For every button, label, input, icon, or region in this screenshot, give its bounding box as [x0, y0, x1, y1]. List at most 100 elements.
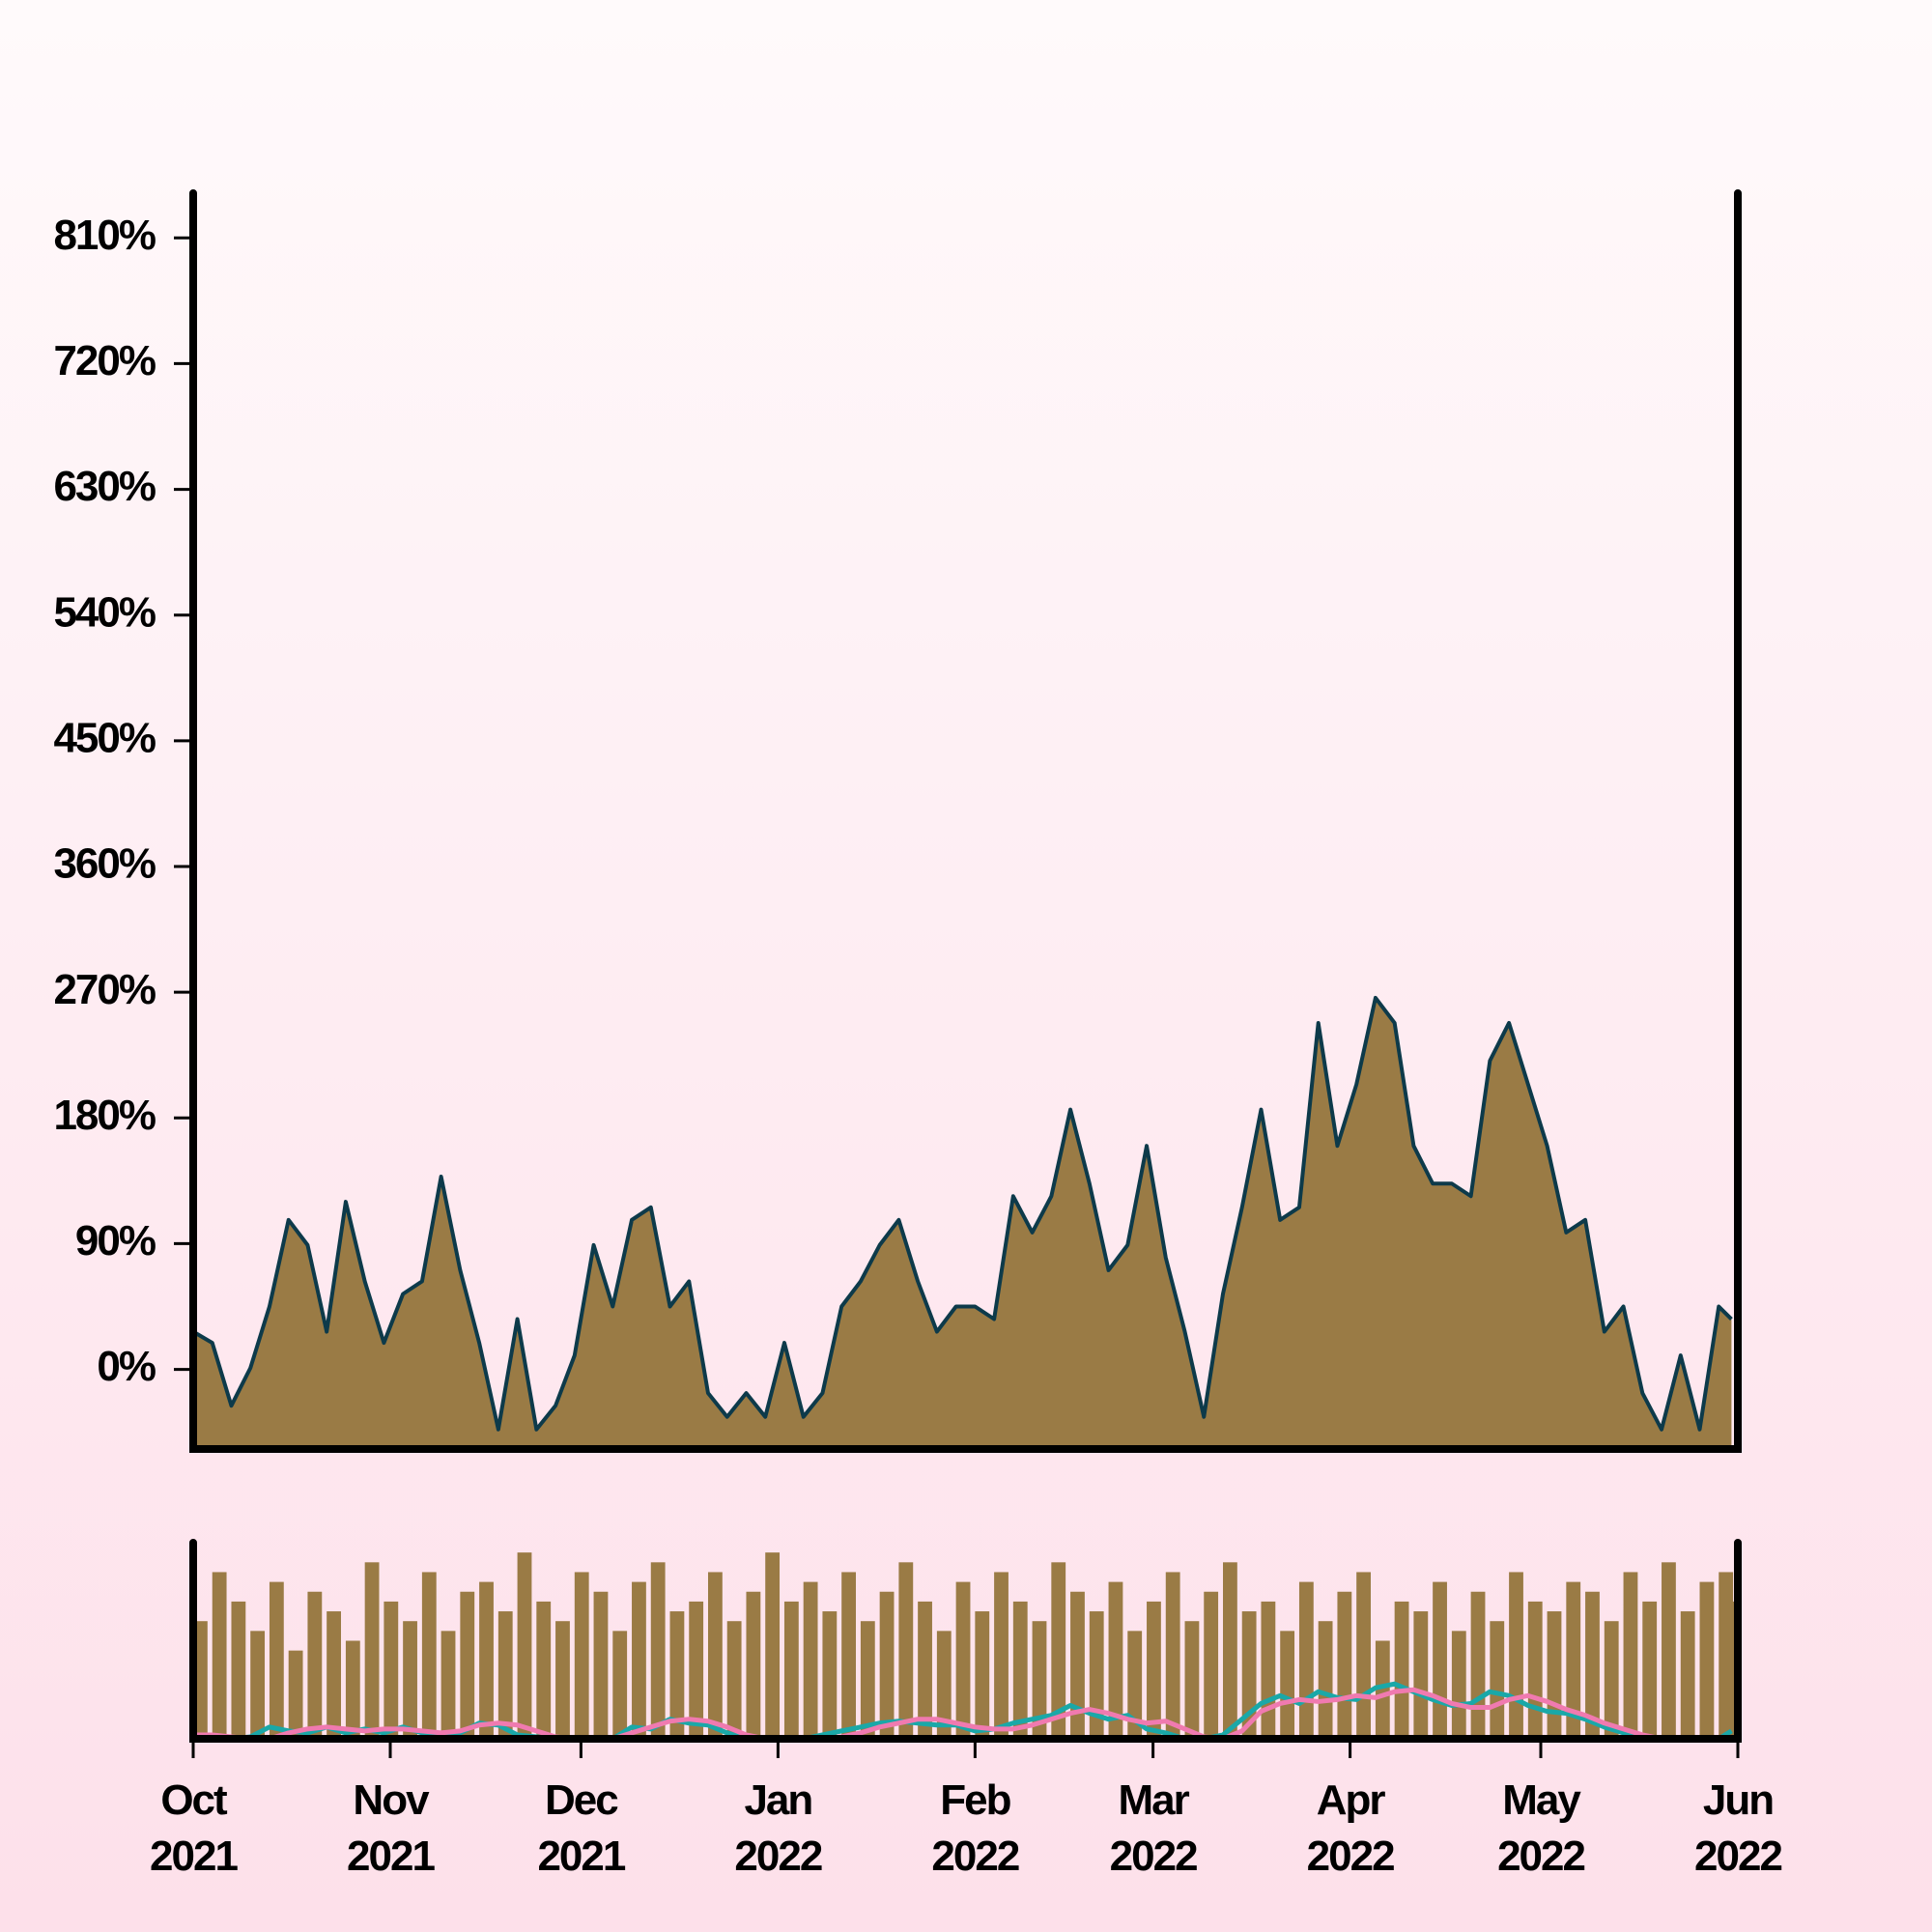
y-tick-label: 720% [53, 337, 155, 384]
bar [1070, 1591, 1085, 1739]
bar [1318, 1621, 1333, 1739]
bar [1623, 1572, 1638, 1739]
bar [841, 1572, 856, 1739]
bar [555, 1621, 570, 1739]
bar [1204, 1591, 1219, 1739]
bar [1261, 1601, 1276, 1739]
bar [1032, 1621, 1047, 1739]
y-tick-label: 360% [53, 840, 155, 888]
bar [898, 1562, 914, 1739]
bar [1413, 1611, 1429, 1739]
bar [669, 1611, 685, 1739]
bar [975, 1611, 990, 1739]
y-tick-label: 540% [53, 588, 155, 636]
bar [1470, 1591, 1486, 1739]
bar [1108, 1581, 1123, 1739]
bar [327, 1611, 341, 1739]
bar [1699, 1581, 1715, 1739]
bar [421, 1572, 437, 1739]
x-tick-label: Dec 2021 [537, 1776, 625, 1880]
bar [708, 1572, 723, 1739]
y-tick-label: 810% [53, 212, 155, 259]
axis-frame [189, 1539, 1742, 1743]
bar [746, 1591, 761, 1739]
area-fill [193, 997, 1732, 1449]
bar [1356, 1572, 1371, 1739]
bar [1527, 1601, 1543, 1739]
y-tick-label: 0% [97, 1343, 155, 1390]
bar [994, 1572, 1009, 1739]
x-tick-label: Jan 2022 [734, 1776, 821, 1880]
bar [497, 1611, 513, 1739]
bar [1719, 1572, 1734, 1739]
bar [783, 1601, 799, 1739]
y-tick-label: 180% [53, 1092, 155, 1139]
bar [1451, 1631, 1466, 1739]
axis-frame [189, 189, 1742, 1453]
bar [1298, 1581, 1314, 1739]
bar [1604, 1621, 1619, 1739]
bar [1184, 1621, 1200, 1739]
bar [212, 1572, 227, 1739]
bar [1127, 1631, 1143, 1739]
main-panel: 0% 90% 180% 270% 360% 450% 540% 630% 720% 810% [53, 189, 1742, 1453]
bar [955, 1581, 971, 1739]
bar [1280, 1631, 1295, 1739]
bar [364, 1562, 380, 1739]
bar [822, 1611, 838, 1739]
bar [250, 1631, 266, 1739]
bar [1051, 1562, 1066, 1739]
bar [918, 1601, 932, 1739]
bar [632, 1581, 646, 1739]
bar [1585, 1591, 1600, 1739]
bar [231, 1601, 246, 1739]
lower-panel: Oct 2021 Nov 2021 Dec 2021 Jan 2022 Feb 2022 Mar 20… [150, 1539, 1783, 1880]
bar [403, 1621, 417, 1739]
x-tick-label: Jun 2022 [1694, 1776, 1781, 1880]
x-tick-label: Apr 2022 [1307, 1776, 1394, 1880]
bar [440, 1631, 456, 1739]
bar [460, 1591, 475, 1739]
bar [936, 1631, 952, 1739]
bar [689, 1601, 704, 1739]
bar [1433, 1581, 1447, 1739]
bar [288, 1650, 303, 1739]
x-tick-label: Oct 2021 [150, 1776, 238, 1880]
x-tick-label: Nov 2021 [347, 1776, 435, 1880]
bar [1680, 1611, 1695, 1739]
bar [1509, 1572, 1523, 1739]
bar [1165, 1572, 1180, 1739]
bar [1662, 1562, 1676, 1739]
bar [574, 1572, 589, 1739]
bar [1089, 1611, 1104, 1739]
bar [1490, 1621, 1505, 1739]
bar [479, 1581, 494, 1739]
bar [593, 1591, 609, 1739]
bar [803, 1581, 818, 1739]
bar [650, 1562, 666, 1739]
bar [612, 1631, 628, 1739]
bar [1337, 1591, 1352, 1739]
y-tick-label: 90% [75, 1217, 156, 1264]
bar [1642, 1601, 1658, 1739]
bar [1566, 1581, 1581, 1739]
bar [1241, 1611, 1257, 1739]
bar [384, 1601, 399, 1739]
bar [1547, 1611, 1562, 1739]
bar [345, 1640, 360, 1739]
line [193, 995, 1733, 1432]
bar [1012, 1601, 1028, 1739]
x-tick-label: Feb 2022 [931, 1776, 1018, 1880]
y-tick-label: 630% [53, 463, 155, 510]
bar [879, 1591, 895, 1739]
x-tick-label: May 2022 [1497, 1776, 1584, 1880]
bar [765, 1552, 781, 1739]
bar [307, 1591, 323, 1739]
bar [860, 1621, 875, 1739]
bar [1375, 1640, 1390, 1739]
bar [1223, 1562, 1237, 1739]
bar [269, 1581, 284, 1739]
bar [536, 1601, 552, 1739]
